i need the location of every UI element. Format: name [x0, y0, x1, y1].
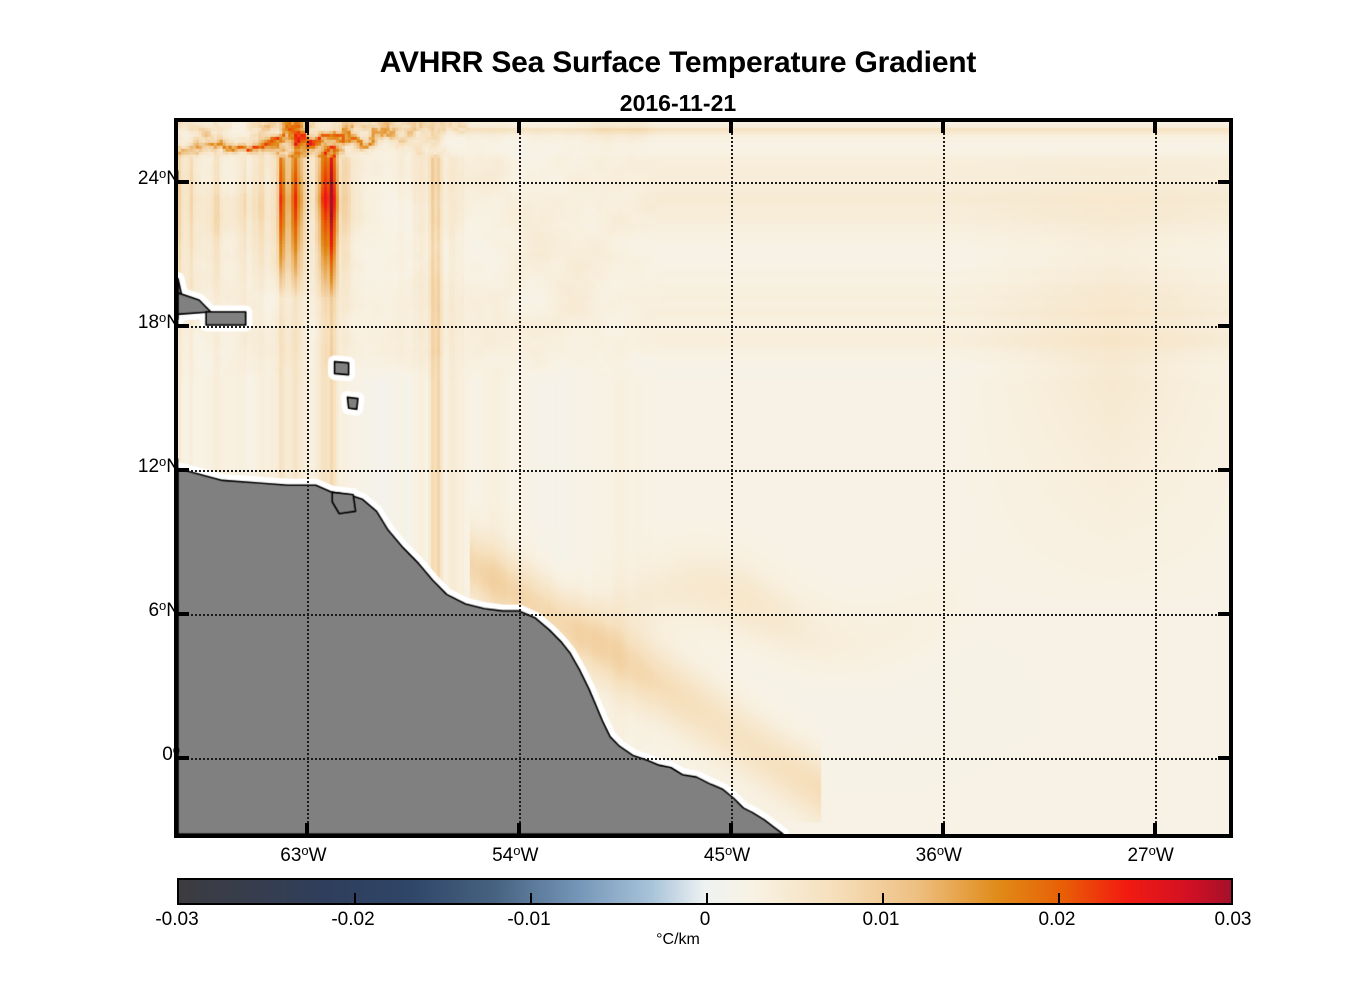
colorbar-tick: [354, 893, 356, 903]
y-axis-tick-label: 18oN: [137, 310, 180, 333]
colorbar-tick: [530, 893, 532, 903]
colorbar-tick-label: 0: [699, 909, 711, 930]
x-axis-tick: [940, 122, 945, 133]
y-axis-tick: [1218, 324, 1229, 328]
x-axis-tick: [1152, 122, 1157, 133]
x-axis-tick: [1152, 823, 1157, 834]
figure-subtitle: 2016-11-21: [619, 90, 737, 116]
x-axis-tick-label: 54oW: [492, 843, 539, 866]
map-plot-area[interactable]: [174, 118, 1233, 838]
y-axis-tick-label: 6oN: [148, 598, 180, 621]
x-axis-tick-label: 36oW: [915, 843, 962, 866]
x-axis-tick: [305, 122, 310, 133]
figure-title: AVHRR Sea Surface Temperature Gradient: [379, 46, 977, 79]
colorbar-tick-label: 0.02: [1038, 909, 1076, 930]
x-axis-tick-label: 27oW: [1127, 843, 1174, 866]
y-axis-tick-label: 0o: [162, 742, 180, 765]
colorbar-tick: [882, 893, 884, 903]
x-axis-tick: [305, 823, 310, 834]
x-axis-tick-label: 63oW: [280, 843, 327, 866]
x-axis-tick-label: 45oW: [703, 843, 751, 866]
x-axis-tick: [517, 823, 522, 834]
colorbar-tick: [706, 893, 708, 903]
x-axis-tick: [517, 122, 522, 133]
y-axis-tick: [178, 612, 189, 616]
colorbar[interactable]: [177, 878, 1233, 905]
colorbar-tick-label: 0.03: [1214, 909, 1252, 930]
y-axis-tick: [1218, 180, 1229, 184]
colorbar-tick-label: 0.01: [862, 909, 900, 930]
sst-gradient-heatmap: [178, 122, 1229, 834]
x-axis-tick: [729, 823, 734, 834]
x-axis-tick: [940, 823, 945, 834]
colorbar-unit-label: °C/km: [656, 931, 700, 948]
y-axis-tick: [178, 756, 189, 760]
y-axis-tick: [178, 468, 189, 472]
y-axis-tick-label: 24oN: [137, 166, 180, 189]
colorbar-gradient: [179, 880, 1231, 903]
colorbar-tick: [1058, 893, 1060, 903]
colorbar-tick-label: -0.02: [331, 909, 375, 930]
x-axis-tick: [729, 122, 734, 133]
y-axis-tick: [1218, 756, 1229, 760]
colorbar-tick-label: -0.01: [507, 909, 551, 930]
y-axis-tick: [1218, 612, 1229, 616]
y-axis-tick-label: 12oN: [137, 454, 180, 477]
colorbar-tick-label: -0.03: [155, 909, 199, 930]
y-axis-tick: [1218, 468, 1229, 472]
y-axis-tick: [178, 180, 189, 184]
y-axis-tick: [178, 324, 189, 328]
